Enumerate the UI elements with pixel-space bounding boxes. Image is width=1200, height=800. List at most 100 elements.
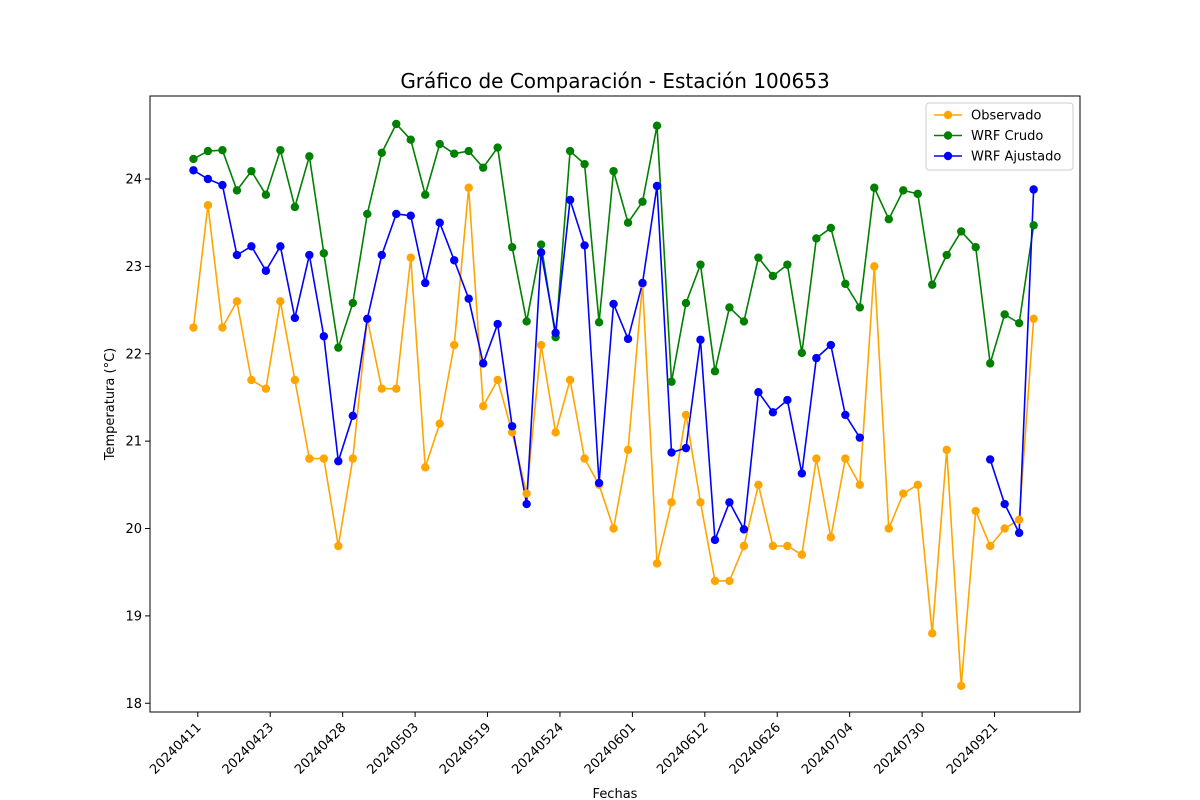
y-tick-label: 18 — [125, 697, 142, 712]
legend-marker-wrf-crudo — [943, 131, 953, 140]
y-tick-label: 20 — [125, 522, 142, 537]
x-tick-label: 20240612 — [654, 720, 711, 777]
data-point-wrf-ajustado — [681, 443, 691, 453]
data-point-observado — [623, 445, 633, 455]
data-point-wrf-ajustado — [1014, 528, 1024, 538]
data-point-observado — [319, 454, 329, 463]
data-point-wrf-crudo — [971, 242, 980, 252]
data-point-wrf-ajustado — [725, 498, 734, 507]
data-point-observado — [464, 183, 473, 192]
data-point-observado — [290, 375, 300, 385]
x-tick-label: 20240524 — [509, 720, 566, 777]
data-point-observado — [232, 297, 242, 306]
data-point-wrf-ajustado — [290, 313, 300, 323]
y-tick-label: 22 — [125, 347, 142, 362]
data-point-wrf-ajustado — [363, 314, 372, 324]
data-point-observado — [507, 428, 517, 437]
data-point-observado — [609, 524, 618, 533]
x-tick-label: 20240503 — [365, 720, 422, 777]
y-tick-label: 24 — [125, 173, 142, 188]
data-point-wrf-crudo — [652, 121, 662, 130]
data-point-wrf-ajustado — [565, 195, 575, 205]
data-point-observado — [261, 384, 271, 393]
y-tick-label: 21 — [125, 435, 142, 450]
data-point-wrf-crudo — [957, 227, 966, 236]
data-point-wrf-ajustado — [985, 455, 995, 464]
data-point-wrf-crudo — [667, 377, 676, 386]
data-point-wrf-ajustado — [551, 328, 560, 337]
data-point-observado — [667, 498, 676, 507]
plot-points — [189, 119, 1038, 690]
data-point-observado — [696, 498, 705, 507]
data-point-wrf-ajustado — [652, 181, 662, 191]
x-axis: 20240411 20240423 20240428 20240503 20240519… — [147, 712, 1001, 778]
data-point-observado — [826, 533, 836, 542]
data-point-observado — [783, 541, 792, 551]
data-point-observado — [855, 480, 865, 490]
data-point-observado — [1000, 524, 1009, 533]
series-line-wrf-crudo — [193, 123, 1035, 383]
data-point-wrf-ajustado — [855, 433, 865, 442]
data-point-observado — [348, 454, 357, 463]
data-point-wrf-ajustado — [218, 180, 227, 190]
data-point-observado — [942, 445, 951, 455]
x-tick-label: 20240921 — [944, 720, 1001, 777]
data-point-observado — [421, 463, 430, 472]
data-point-wrf-crudo — [319, 249, 329, 258]
data-point-observado — [768, 541, 778, 551]
data-point-wrf-ajustado — [203, 174, 213, 184]
data-point-wrf-crudo — [1014, 318, 1024, 328]
data-point-wrf-crudo — [406, 135, 415, 144]
x-tick-label: 20240704 — [799, 720, 856, 777]
data-point-observado — [392, 384, 401, 393]
data-point-wrf-crudo — [783, 260, 792, 269]
data-point-observado — [1014, 515, 1024, 524]
data-point-observado — [841, 454, 850, 463]
data-point-observado — [971, 506, 980, 516]
data-point-wrf-crudo — [594, 318, 604, 327]
data-point-wrf-ajustado — [421, 278, 430, 288]
data-point-wrf-crudo — [841, 279, 850, 289]
data-point-wrf-ajustado — [841, 410, 850, 420]
data-point-observado — [870, 262, 879, 271]
data-point-wrf-crudo — [493, 143, 502, 152]
data-point-observado — [305, 454, 314, 463]
data-point-wrf-ajustado — [1029, 185, 1038, 194]
data-point-wrf-ajustado — [536, 248, 546, 257]
data-point-observado — [478, 401, 488, 411]
data-point-wrf-ajustado — [696, 335, 705, 344]
data-point-wrf-crudo — [522, 317, 531, 326]
data-point-wrf-crudo — [942, 250, 951, 260]
data-point-observado — [928, 629, 937, 638]
data-point-wrf-crudo — [638, 197, 647, 206]
data-point-wrf-crudo — [450, 149, 459, 158]
data-point-observado — [1029, 314, 1038, 324]
data-point-observado — [565, 375, 575, 385]
data-point-wrf-crudo — [739, 317, 749, 326]
data-point-wrf-ajustado — [812, 353, 821, 363]
data-point-wrf-crudo — [189, 154, 198, 164]
data-point-wrf-crudo — [203, 146, 213, 156]
data-point-wrf-crudo — [478, 163, 488, 172]
data-point-wrf-crudo — [710, 367, 720, 376]
y-tick-label: 23 — [125, 260, 142, 275]
data-point-wrf-crudo — [768, 271, 778, 281]
data-point-observado — [754, 480, 763, 490]
data-point-observado — [681, 410, 691, 420]
data-point-wrf-ajustado — [609, 299, 618, 309]
data-point-wrf-crudo — [392, 119, 401, 129]
data-point-observado — [913, 480, 922, 490]
data-point-wrf-crudo — [725, 303, 734, 312]
data-point-wrf-ajustado — [305, 250, 314, 260]
legend-marker-wrf-ajustado — [943, 151, 953, 161]
data-point-wrf-ajustado — [1000, 499, 1009, 509]
data-point-wrf-crudo — [855, 303, 865, 312]
data-point-wrf-crudo — [435, 139, 444, 149]
data-point-wrf-crudo — [565, 146, 575, 156]
data-point-wrf-crudo — [348, 298, 357, 308]
data-point-wrf-ajustado — [464, 294, 473, 303]
data-point-wrf-crudo — [363, 209, 372, 219]
data-point-observado — [725, 576, 734, 586]
data-point-wrf-ajustado — [522, 499, 531, 509]
